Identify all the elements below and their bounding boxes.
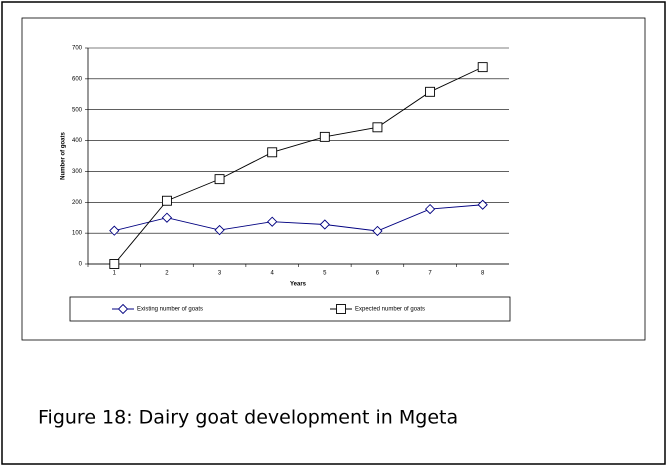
legend-marker: [336, 304, 346, 314]
data-point: [161, 195, 172, 206]
x-tick-label: 4: [271, 271, 275, 277]
series-line: [114, 204, 483, 232]
y-tick-label: 500: [72, 107, 83, 113]
series-line: [113, 66, 483, 265]
y-tick-label: 700: [72, 46, 83, 52]
x-tick-label: 7: [428, 271, 432, 277]
data-point: [267, 216, 278, 227]
data-point: [425, 86, 436, 97]
data-point: [214, 174, 225, 185]
y-axis-label: Number of goats: [61, 132, 67, 180]
data-point: [477, 62, 488, 73]
legend-label: Expected number of goats: [355, 307, 425, 313]
legend-box: [69, 296, 511, 322]
y-tick-label: 600: [72, 76, 83, 82]
data-point: [109, 259, 120, 269]
x-tick-label: 2: [165, 271, 169, 277]
data-point: [477, 199, 488, 210]
y-tick-label: 0: [79, 262, 83, 268]
x-axis-label: Years: [290, 282, 307, 288]
data-point: [214, 224, 225, 236]
y-tick-label: 100: [72, 231, 83, 237]
data-point: [372, 122, 383, 133]
y-tick-label: 300: [72, 169, 83, 175]
x-tick-label: 8: [481, 271, 485, 277]
data-point: [161, 212, 173, 223]
caption: Figure 18: Dairy goat development in Mge…: [38, 407, 458, 429]
data-point: [109, 225, 120, 236]
x-tick-label: 3: [218, 271, 222, 277]
x-tick-label: 5: [323, 271, 327, 277]
y-tick-label: 200: [72, 200, 83, 206]
legend-label: Existing number of goats: [137, 307, 203, 313]
data-point: [372, 225, 383, 237]
x-tick-label: 6: [376, 271, 380, 277]
data-point: [267, 147, 278, 158]
data-point: [424, 203, 436, 215]
data-point: [319, 131, 330, 142]
y-tick-label: 400: [72, 138, 83, 144]
legend-marker: [117, 303, 129, 315]
x-tick-label: 1: [113, 271, 117, 277]
data-point: [319, 219, 330, 230]
chart-frame: [21, 17, 646, 341]
